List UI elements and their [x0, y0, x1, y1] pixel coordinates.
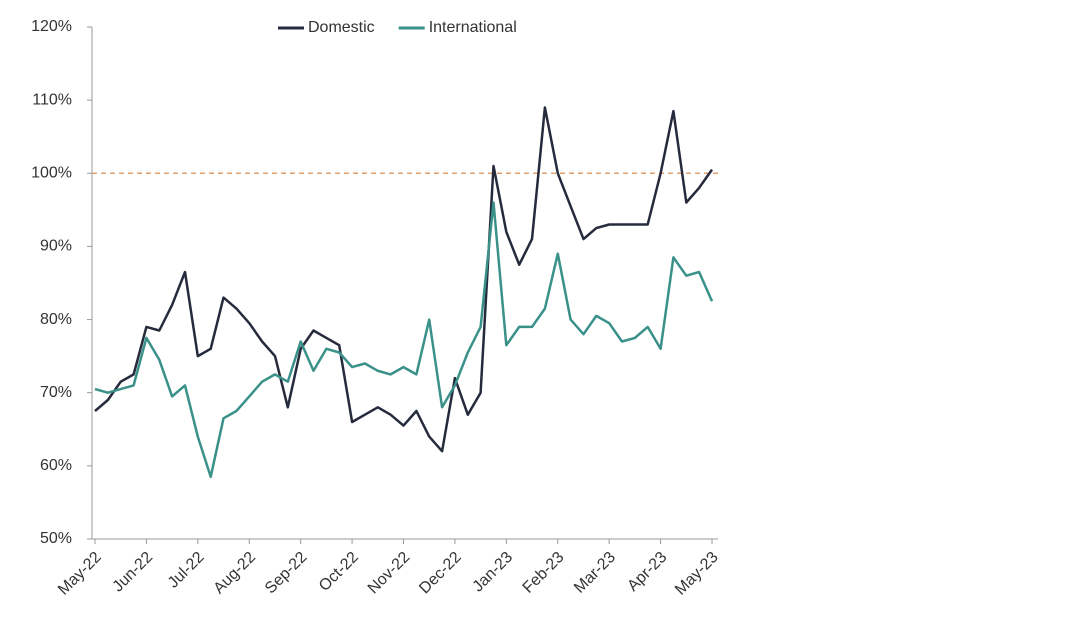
x-tick-label: Feb-23: [520, 549, 568, 597]
x-tick-label: Jan-23: [470, 549, 517, 596]
x-tick-label: Apr-23: [624, 549, 670, 595]
x-tick-label: Oct-22: [316, 549, 362, 595]
y-tick-label: 120%: [31, 18, 72, 35]
x-tick-label: Aug-22: [211, 549, 260, 598]
y-tick-label: 50%: [40, 530, 72, 547]
x-tick-label: Dec-22: [416, 549, 465, 598]
y-tick-label: 70%: [40, 384, 72, 401]
x-tick-label: May-22: [55, 549, 105, 599]
x-tick-label: May-23: [672, 549, 722, 599]
y-tick-label: 80%: [40, 311, 72, 328]
x-tick-label: Mar-23: [571, 549, 619, 597]
series-line: [94, 106, 714, 453]
x-tick-label: Sep-22: [262, 549, 311, 598]
y-tick-label: 60%: [40, 457, 72, 474]
legend-label: International: [429, 19, 517, 36]
legend-label: Domestic: [308, 19, 375, 36]
y-tick-label: 100%: [31, 165, 72, 182]
y-tick-label: 110%: [32, 91, 72, 108]
x-tick-label: Nov-22: [365, 549, 414, 598]
series-line: [94, 201, 714, 479]
x-tick-label: Jun-22: [110, 549, 157, 596]
x-tick-label: Jul-22: [165, 549, 208, 592]
y-tick-label: 90%: [40, 238, 72, 255]
